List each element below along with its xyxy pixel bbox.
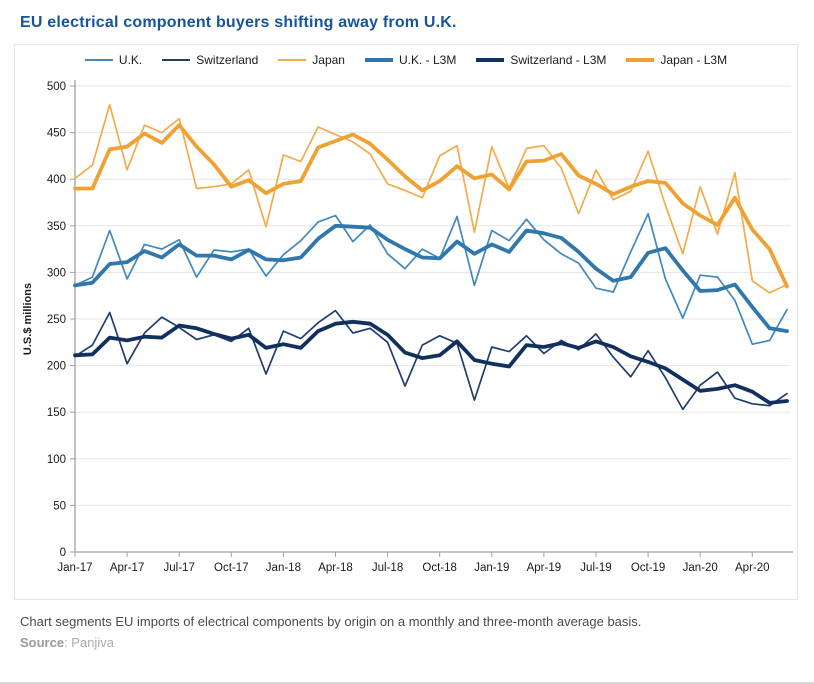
legend-swatch-switzerland	[162, 59, 191, 61]
legend-label: U.K. - L3M	[398, 53, 457, 67]
x-tick-label: Jan-18	[266, 562, 301, 574]
y-tick-label: 400	[47, 174, 66, 186]
y-axis-ticks: 0 50 100 150 200 250 300 350 400 450 500	[47, 81, 75, 559]
x-tick-label: Jul-19	[580, 562, 611, 574]
legend-label: Japan - L3M	[660, 53, 728, 67]
legend-item-japan[interactable]: Japan	[278, 53, 345, 67]
legend-swatch-u-k	[84, 59, 113, 61]
legend-label: Japan	[312, 53, 345, 67]
y-tick-label: 450	[47, 128, 66, 140]
series-line-u-k-l3m	[73, 223, 789, 334]
x-tick-label: Apr-17	[110, 562, 145, 574]
x-axis-ticks: Jan-17 Apr-17 Jul-17 Oct-17 Jan-18 Apr-18 Jul-…	[57, 552, 770, 574]
source-label: Source	[20, 635, 65, 650]
x-tick-label: Oct-19	[631, 562, 666, 574]
y-tick-label: 150	[47, 407, 66, 419]
line-chart: 0 50 100 150 200 250 300 350 400 450 500 U.S.$ mill…	[22, 80, 793, 574]
x-tick-label: Oct-17	[214, 562, 249, 574]
series-line-u-k	[74, 212, 788, 346]
series-line-switzerland	[74, 309, 788, 411]
x-tick-label: Jan-19	[474, 562, 509, 574]
legend-item-switzerland[interactable]: Switzerland	[162, 53, 258, 67]
legend-item-japan-l3m[interactable]: Japan - L3M	[626, 53, 727, 67]
legend-swatch-switzerland-l3m	[476, 58, 505, 62]
y-axis-title: U.S.$ millions	[22, 283, 34, 355]
chart-panel: U.K. Switzerland Japan U.K. - L3M Switzerlan…	[14, 44, 798, 600]
y-tick-label: 350	[47, 221, 66, 233]
y-tick-label: 500	[47, 81, 66, 93]
legend-swatch-u-k-l3m	[364, 58, 393, 62]
series-line-japan-l3m	[73, 123, 789, 289]
legend-item-u-k[interactable]: U.K.	[84, 53, 143, 67]
legend-label: Switzerland	[196, 53, 259, 67]
y-tick-label: 300	[47, 267, 66, 279]
y-tick-label: 250	[47, 314, 66, 326]
x-tick-label: Jan-17	[57, 562, 92, 574]
x-tick-label: Apr-19	[527, 562, 562, 574]
series-line-switzerland-l3m	[73, 319, 789, 405]
legend-item-switzerland-l3m[interactable]: Switzerland - L3M	[476, 53, 606, 67]
y-tick-label: 50	[53, 500, 66, 512]
source-value: : Panjiva	[64, 635, 114, 650]
chart-caption: Chart segments EU imports of electrical …	[20, 614, 642, 629]
x-tick-label: Jul-18	[372, 562, 403, 574]
x-tick-label: Jul-17	[164, 562, 195, 574]
x-tick-label: Apr-20	[735, 562, 770, 574]
legend-item-u-k-l3m[interactable]: U.K. - L3M	[364, 53, 457, 67]
x-tick-label: Jan-20	[683, 562, 718, 574]
legend-label: U.K.	[118, 53, 143, 67]
legend-swatch-japan	[278, 59, 307, 61]
source-line: Source: Panjiva	[20, 635, 794, 650]
legend-label: Switzerland - L3M	[510, 53, 607, 67]
y-tick-label: 200	[47, 361, 66, 373]
axes	[74, 80, 793, 553]
x-tick-label: Oct-18	[422, 562, 457, 574]
y-tick-label: 100	[47, 454, 66, 466]
y-tick-label: 0	[60, 547, 66, 559]
x-tick-label: Apr-18	[318, 562, 353, 574]
series-line-japan	[74, 103, 788, 294]
gridlines	[75, 85, 791, 506]
legend-swatch-japan-l3m	[626, 58, 655, 62]
page-title: EU electrical component buyers shifting …	[20, 14, 457, 31]
chart-legend: U.K. Switzerland Japan U.K. - L3M Switzerlan…	[15, 53, 797, 67]
